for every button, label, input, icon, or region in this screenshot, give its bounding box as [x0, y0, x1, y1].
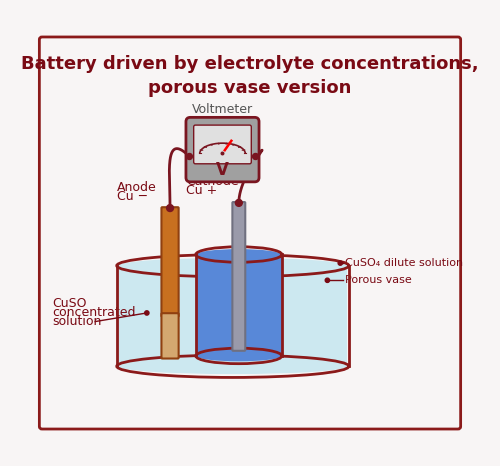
Circle shape [252, 153, 258, 159]
Ellipse shape [118, 258, 347, 274]
Polygon shape [118, 266, 347, 366]
Text: Voltmeter: Voltmeter [192, 103, 253, 116]
Circle shape [236, 199, 242, 206]
Text: CuSO: CuSO [52, 297, 87, 310]
Circle shape [325, 278, 330, 282]
Text: concentrated: concentrated [52, 306, 136, 319]
FancyBboxPatch shape [162, 207, 178, 316]
Polygon shape [196, 254, 282, 356]
Ellipse shape [196, 350, 281, 361]
Circle shape [144, 311, 149, 315]
Text: Anode: Anode [116, 181, 156, 194]
Text: solution: solution [52, 315, 102, 328]
Circle shape [166, 205, 173, 212]
Text: Battery driven by electrolyte concentrations,
porous vase version: Battery driven by electrolyte concentrat… [21, 55, 479, 96]
Circle shape [338, 261, 342, 265]
Circle shape [221, 152, 224, 155]
Text: Porous vase: Porous vase [344, 275, 412, 285]
FancyBboxPatch shape [194, 125, 252, 164]
Text: Cathode: Cathode [186, 175, 239, 188]
Text: Cu −: Cu − [116, 190, 148, 203]
Text: Cu +: Cu + [186, 184, 218, 197]
Circle shape [220, 151, 224, 156]
Circle shape [186, 153, 192, 159]
Text: CuSO₄ dilute solution: CuSO₄ dilute solution [344, 258, 463, 268]
FancyBboxPatch shape [162, 313, 178, 358]
FancyBboxPatch shape [186, 117, 259, 182]
Text: V: V [216, 161, 229, 179]
FancyBboxPatch shape [232, 202, 245, 351]
Ellipse shape [118, 358, 347, 374]
Ellipse shape [196, 249, 281, 260]
FancyBboxPatch shape [40, 37, 461, 429]
